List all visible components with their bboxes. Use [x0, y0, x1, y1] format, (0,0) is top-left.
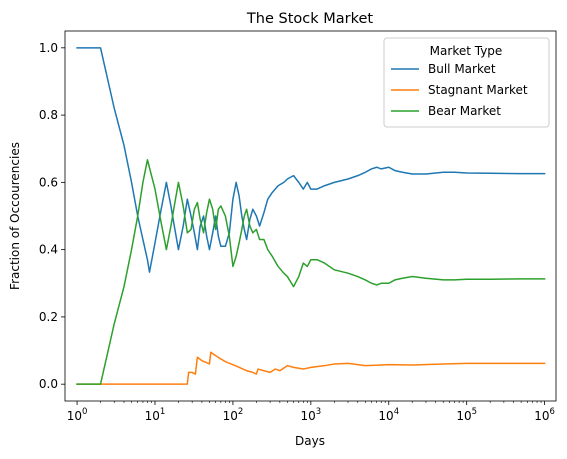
y-axis-label: Fraction of Occourencies: [8, 142, 22, 290]
x-tick-label: 102: [223, 407, 244, 423]
legend: Market Type Bull Market Stagnant Market Be…: [383, 37, 550, 128]
x-tick-exponent: 4: [394, 407, 399, 417]
plot-frame: [64, 30, 557, 402]
x-tick-label: 106: [534, 407, 555, 423]
chart-title: The Stock Market: [246, 11, 373, 27]
legend-label: Bull Market: [428, 62, 496, 76]
x-tick-exponent: 1: [160, 407, 165, 417]
x-tick-base: 10: [456, 409, 471, 423]
series-line-bull-market: [76, 47, 546, 273]
x-tick-label: 100: [67, 407, 88, 423]
legend-entries: Bull Market Stagnant Market Bear Market: [391, 62, 528, 118]
y-tick-label: 0.0: [39, 377, 58, 391]
y-tick-label: 0.8: [39, 108, 58, 122]
x-tick-label: 104: [378, 407, 399, 423]
series-line-stagnant-market: [76, 351, 546, 385]
x-tick-base: 10: [378, 409, 393, 423]
x-tick-label: 101: [145, 407, 166, 423]
legend-frame: [383, 37, 550, 128]
series-line-bear-market: [76, 159, 546, 385]
x-tick-exponent: 6: [550, 407, 555, 417]
x-tick-base: 10: [145, 409, 160, 423]
series-layer: [76, 47, 546, 385]
x-axis-label: Days: [295, 434, 325, 448]
x-tick-exponent: 2: [238, 407, 243, 417]
x-tick-exponent: 5: [472, 407, 477, 417]
x-tick-base: 10: [534, 409, 549, 423]
x-tick-label: 103: [300, 407, 321, 423]
y-tick-label: 1.0: [39, 41, 58, 55]
y-tick-label: 0.4: [39, 243, 58, 257]
x-tick-exponent: 0: [82, 407, 87, 417]
legend-title: Market Type: [430, 44, 503, 58]
x-tick-base: 10: [67, 409, 82, 423]
x-tick-exponent: 3: [316, 407, 321, 417]
x-tick-label: 105: [456, 407, 477, 423]
legend-label: Bear Market: [428, 104, 501, 118]
x-tick-base: 10: [300, 409, 315, 423]
y-tick-label: 0.2: [39, 310, 58, 324]
y-tick-label: 0.6: [39, 175, 58, 189]
x-tick-base: 10: [223, 409, 238, 423]
legend-label: Stagnant Market: [428, 83, 528, 97]
